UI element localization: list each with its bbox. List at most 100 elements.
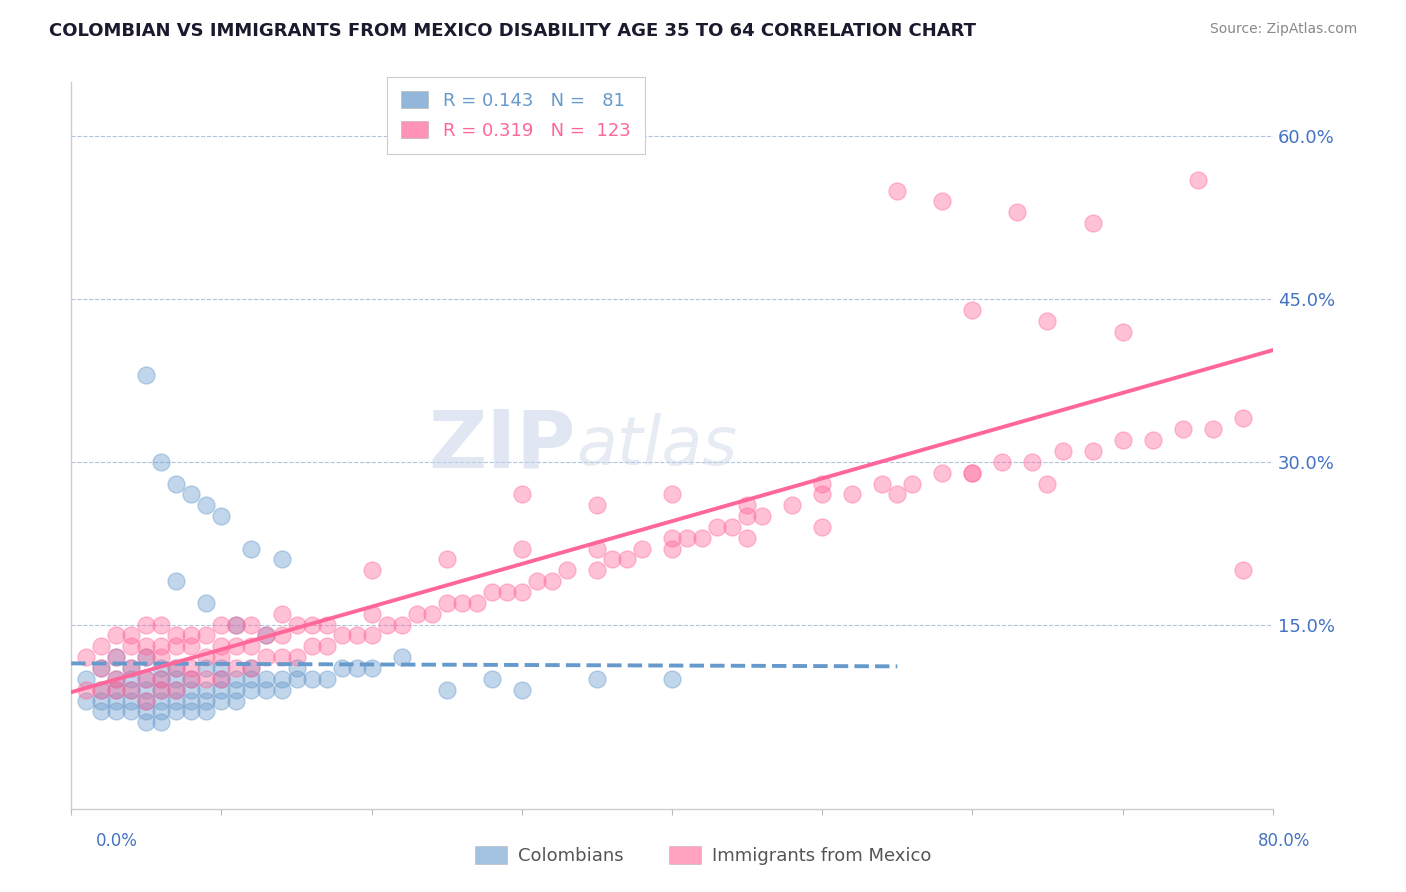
Point [135, 693, 157, 707]
Point [600, 552, 623, 566]
Point [1171, 422, 1194, 436]
Point [195, 704, 218, 718]
Point [120, 682, 142, 697]
Point [150, 715, 173, 730]
Point [420, 607, 443, 621]
Point [1052, 444, 1074, 458]
Point [1232, 411, 1254, 425]
Point [1081, 444, 1104, 458]
Point [616, 552, 638, 566]
Point [285, 617, 308, 632]
Point [256, 672, 278, 686]
Point [586, 498, 609, 512]
Point [150, 672, 173, 686]
Point [346, 628, 368, 642]
Point [330, 628, 353, 642]
Point [209, 661, 232, 675]
Point [270, 552, 292, 566]
Point [165, 661, 187, 675]
Point [1187, 173, 1209, 187]
Point [301, 617, 323, 632]
Point [510, 682, 533, 697]
Point [180, 628, 202, 642]
Point [150, 672, 173, 686]
Point [405, 607, 427, 621]
Point [901, 476, 924, 491]
Point [225, 672, 247, 686]
Point [285, 650, 308, 665]
Point [165, 704, 187, 718]
Point [285, 661, 308, 675]
Point [240, 617, 263, 632]
Point [120, 704, 142, 718]
Point [375, 617, 398, 632]
Point [120, 640, 142, 654]
Point [165, 574, 187, 589]
Point [135, 640, 157, 654]
Point [240, 682, 263, 697]
Point [481, 672, 503, 686]
Point [510, 487, 533, 501]
Text: ZIP: ZIP [429, 407, 576, 484]
Point [209, 682, 232, 697]
Point [225, 693, 247, 707]
Point [735, 509, 758, 524]
Point [1202, 422, 1225, 436]
Point [1036, 476, 1059, 491]
Point [436, 682, 458, 697]
Point [105, 650, 128, 665]
Point [165, 640, 187, 654]
Point [225, 617, 247, 632]
Point [165, 682, 187, 697]
Point [180, 661, 202, 675]
Point [240, 541, 263, 556]
Point [120, 661, 142, 675]
Text: 0.0%: 0.0% [96, 831, 138, 849]
Point [180, 672, 202, 686]
Point [586, 541, 609, 556]
Point [811, 487, 834, 501]
Point [75, 682, 97, 697]
Point [270, 672, 292, 686]
Point [360, 628, 382, 642]
Point [256, 628, 278, 642]
Point [209, 640, 232, 654]
Point [1021, 455, 1043, 469]
Point [315, 617, 337, 632]
Point [735, 498, 758, 512]
Point [120, 661, 142, 675]
Point [135, 650, 157, 665]
Point [195, 628, 218, 642]
Point [1081, 216, 1104, 230]
Point [150, 617, 173, 632]
Point [301, 672, 323, 686]
Point [886, 487, 908, 501]
Point [135, 682, 157, 697]
Point [135, 715, 157, 730]
Point [225, 661, 247, 675]
Point [90, 661, 112, 675]
Point [886, 184, 908, 198]
Point [1142, 433, 1164, 447]
Point [270, 650, 292, 665]
Point [240, 661, 263, 675]
Point [706, 520, 728, 534]
Point [90, 704, 112, 718]
Point [90, 693, 112, 707]
Point [150, 455, 173, 469]
Point [105, 628, 128, 642]
Point [962, 466, 984, 480]
Point [75, 672, 97, 686]
Point [495, 585, 517, 599]
Point [120, 693, 142, 707]
Point [165, 693, 187, 707]
Point [120, 672, 142, 686]
Point [436, 552, 458, 566]
Point [661, 487, 683, 501]
Point [135, 617, 157, 632]
Point [209, 650, 232, 665]
Point [180, 640, 202, 654]
Point [391, 650, 413, 665]
Point [526, 574, 548, 589]
Point [150, 661, 173, 675]
